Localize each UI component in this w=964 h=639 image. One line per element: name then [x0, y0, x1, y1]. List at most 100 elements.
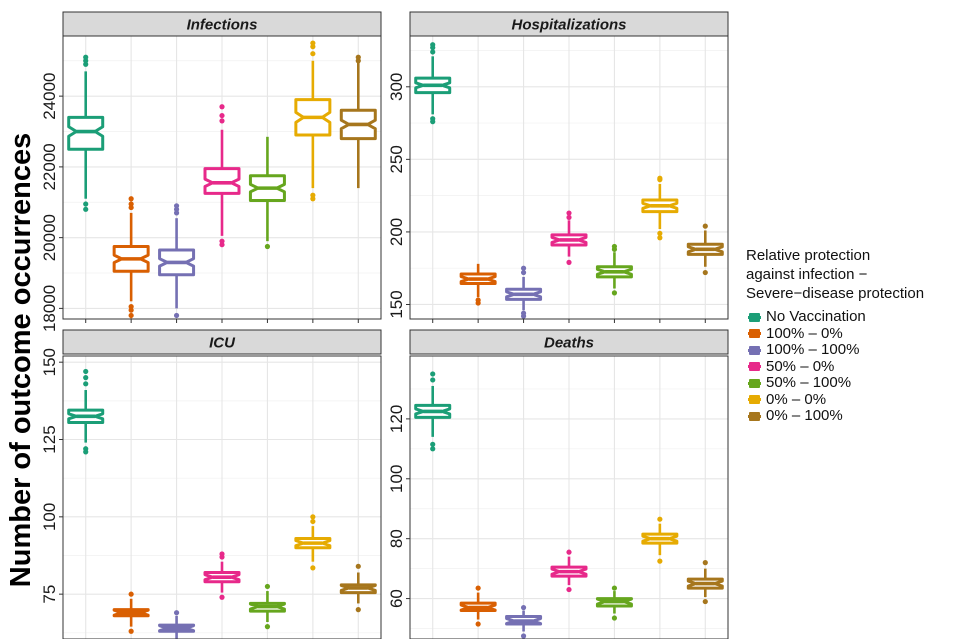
outlier-point	[520, 633, 527, 639]
box-0	[67, 368, 105, 455]
panel-title: Deaths	[544, 335, 594, 352]
outlier-point	[430, 371, 436, 377]
legend-title: Relative protection against infection − …	[746, 246, 924, 303]
y-tick-label: 75	[40, 585, 59, 604]
box-5	[641, 175, 679, 241]
outlier-point	[355, 563, 361, 569]
outlier-point	[264, 624, 271, 630]
panel-3: Deaths 60 80 100 120	[387, 329, 729, 639]
y-tick-label: 24000	[40, 72, 59, 119]
legend-key-median	[748, 414, 761, 418]
outlier-point	[173, 203, 180, 209]
box-5	[294, 514, 332, 571]
panel-strip	[409, 11, 729, 37]
box-3	[550, 549, 588, 593]
box-6	[339, 563, 377, 613]
box-0	[67, 54, 105, 212]
y-tick-label: 150	[387, 290, 406, 318]
outlier-point	[566, 210, 572, 216]
outlier-point	[264, 583, 271, 590]
outlier-point	[128, 196, 134, 202]
outlier-point	[128, 312, 134, 319]
panel-title: Hospitalizations	[511, 17, 626, 34]
box-4	[595, 585, 633, 621]
y-axis-label: Number of outcome occurrences	[5, 133, 37, 587]
box-1	[112, 196, 150, 319]
legend-key	[746, 326, 763, 341]
y-tick-label: 20000	[40, 214, 59, 261]
outlier-point	[430, 446, 436, 452]
y-tick-label: 22000	[40, 143, 59, 190]
box-4	[595, 243, 633, 296]
outlier-point	[128, 628, 134, 634]
outlier-point	[657, 516, 663, 522]
outlier-point	[219, 104, 225, 110]
outlier-point	[310, 40, 316, 46]
legend-title-line-1: Relative protection	[746, 247, 871, 264]
outlier-point	[310, 514, 316, 520]
outlier-point	[219, 118, 225, 124]
outlier-point	[702, 223, 708, 229]
box-6	[339, 54, 377, 189]
legend-item: 50% – 0%	[746, 358, 924, 376]
outlier-point	[128, 591, 134, 597]
panel-border	[409, 355, 729, 639]
legend-label: No Vaccination	[766, 308, 866, 326]
outlier-point	[611, 243, 618, 250]
outlier-point	[219, 551, 225, 557]
outlier-point	[83, 201, 89, 207]
legend-title-line-2: against infection −	[746, 266, 868, 283]
legend-key	[746, 392, 763, 407]
outlier-point	[475, 585, 481, 591]
box-3	[203, 104, 241, 248]
outlier-point	[128, 304, 134, 310]
box-4	[248, 583, 286, 630]
y-tick-label: 300	[387, 73, 406, 101]
box-2	[158, 203, 196, 319]
outlier-point	[355, 607, 361, 613]
outlier-point	[566, 259, 572, 265]
y-tick-label: 200	[387, 218, 406, 246]
box-5	[294, 40, 332, 202]
outlier-point	[83, 446, 89, 452]
panel-border	[62, 355, 382, 639]
outlier-point	[310, 565, 316, 571]
panel-title: ICU	[209, 335, 236, 352]
box-2	[158, 610, 196, 639]
legend-label: 100% – 0%	[766, 324, 843, 342]
box-5	[641, 516, 679, 564]
outlier-point	[310, 518, 316, 525]
panel-strip	[62, 11, 382, 37]
outlier-point	[520, 310, 527, 316]
outlier-point	[702, 598, 708, 605]
y-tick-label: 18000	[40, 285, 59, 332]
y-tick-label: 120	[387, 405, 406, 433]
outlier-point	[430, 377, 436, 383]
box-3	[203, 551, 241, 600]
panel-strip	[62, 329, 382, 355]
outlier-point	[219, 112, 225, 119]
outlier-point	[173, 312, 180, 319]
outlier-point	[566, 549, 572, 555]
outlier-point	[430, 116, 436, 122]
legend-key-median	[748, 381, 761, 385]
outlier-point	[657, 175, 663, 181]
box-3	[550, 210, 588, 265]
y-tick-label: 250	[387, 145, 406, 173]
y-tick-label: 150	[40, 348, 59, 376]
y-tick-label: 125	[40, 425, 59, 453]
outlier-point	[657, 558, 663, 564]
y-tick-label: 100	[387, 465, 406, 493]
legend-key-median	[748, 348, 761, 352]
outlier-point	[83, 368, 89, 375]
legend-key-median	[748, 398, 761, 402]
outlier-point	[128, 201, 134, 207]
gridlines	[410, 36, 728, 319]
outlier-point	[566, 214, 572, 221]
box-4	[248, 136, 286, 250]
legend-item: No Vaccination	[746, 309, 924, 326]
box-0	[414, 42, 452, 125]
boxes	[67, 368, 377, 639]
outlier-point	[520, 265, 527, 271]
